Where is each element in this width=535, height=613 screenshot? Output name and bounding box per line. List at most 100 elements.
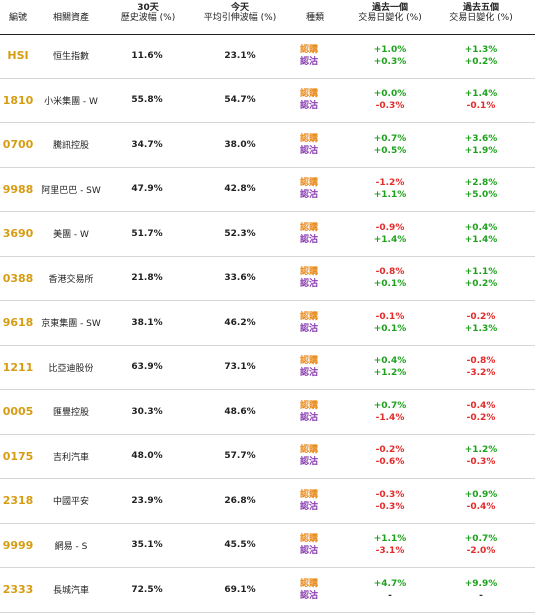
warrant-types: 認購 認沽 xyxy=(300,355,330,379)
change-1d-call: -0.2% xyxy=(375,445,405,456)
change-5d-call: +9.9% xyxy=(464,578,498,589)
change-5d: +0.9% -0.4% xyxy=(458,489,504,513)
table-row: 0175 吉利汽車 48.0% 57.7% 認購 認沽 -0.2% -0.6% +1.2% -0.… xyxy=(0,435,535,479)
warrant-types: 認購 認沽 xyxy=(300,266,330,290)
asset-code: 9999 xyxy=(2,538,34,552)
impl-vol: 69.1% xyxy=(224,584,256,595)
type-put: 認沽 xyxy=(300,501,319,512)
table-row: 9618 京東集團 - SW 38.1% 46.2% 認購 認沽 -0.1% +0.1% -0.… xyxy=(0,301,535,346)
change-1d-put: +0.3% xyxy=(373,56,407,67)
change-1d-put: -0.6% xyxy=(375,457,405,468)
asset-name: 香港交易所 xyxy=(48,274,94,285)
asset-name: 京東集團 - SW xyxy=(41,319,101,330)
header-code: 編號 xyxy=(8,13,27,23)
warrant-types: 認購 認沽 xyxy=(300,311,330,335)
change-1d: -0.2% -0.6% xyxy=(367,444,413,468)
asset-code: 9618 xyxy=(2,316,34,330)
type-call: 認購 xyxy=(300,356,319,367)
change-1d-call: -0.8% xyxy=(375,267,405,278)
asset-name: 小米集團 - W xyxy=(44,96,98,107)
type-call: 認購 xyxy=(300,44,319,55)
hist-vol: 21.8% xyxy=(131,273,163,284)
table-row: 0388 香港交易所 21.8% 33.6% 認購 認沽 -0.8% +0.1% +1.1% +0… xyxy=(0,257,535,301)
type-put: 認沽 xyxy=(300,101,319,112)
type-call: 認購 xyxy=(300,578,319,589)
change-1d-call: -0.1% xyxy=(375,311,405,322)
hist-vol: 34.7% xyxy=(131,139,163,150)
table-row: 9988 阿里巴巴 - SW 47.9% 42.8% 認購 認沽 -1.2% +1.1% +2.… xyxy=(0,168,535,212)
asset-name: 吉利汽車 xyxy=(52,452,89,463)
type-call: 認購 xyxy=(300,222,319,233)
table-row: 2318 中國平安 23.9% 26.8% 認購 認沽 -0.3% -0.3% +0.9% -0.… xyxy=(0,479,535,524)
change-5d: +9.9% - xyxy=(458,578,504,602)
asset-code: 1810 xyxy=(2,93,34,107)
asset-code: 0388 xyxy=(2,271,34,285)
asset-code: 0700 xyxy=(2,138,34,152)
impl-vol: 48.6% xyxy=(224,406,256,417)
hist-vol: 23.9% xyxy=(131,495,163,506)
warrant-types: 認購 認沽 xyxy=(300,133,330,157)
header-impl-vol: 今天 平均引伸波幅 (%) xyxy=(203,3,277,23)
asset-name: 騰訊控股 xyxy=(52,141,89,152)
change-5d-put: +1.4% xyxy=(464,234,498,245)
change-5d: +1.1% +0.2% xyxy=(458,266,504,290)
header-asset: 相關資產 xyxy=(52,13,89,23)
change-1d: +1.0% +0.3% xyxy=(367,44,413,68)
change-5d-put: +0.2% xyxy=(464,279,498,290)
change-5d: +1.3% +0.2% xyxy=(458,44,504,68)
change-5d: -0.2% +1.3% xyxy=(458,311,504,335)
change-5d: +0.4% +1.4% xyxy=(458,222,504,246)
change-1d: -0.1% +0.1% xyxy=(367,311,413,335)
asset-name: 恒生指數 xyxy=(52,52,89,63)
change-1d-put: -0.3% xyxy=(375,501,405,512)
change-5d: +1.2% -0.3% xyxy=(458,444,504,468)
header-hist-vol: 30天 歷史波幅 (%) xyxy=(120,3,176,23)
warrant-types: 認購 認沽 xyxy=(300,88,330,112)
change-5d: +2.8% +5.0% xyxy=(458,177,504,201)
impl-vol: 52.3% xyxy=(224,228,256,239)
type-call: 認購 xyxy=(300,178,319,189)
change-5d-put: -0.2% xyxy=(466,412,496,423)
asset-code: 2318 xyxy=(2,494,34,508)
change-1d-put: -0.3% xyxy=(375,101,405,112)
type-put: 認沽 xyxy=(300,190,319,201)
asset-code: 2333 xyxy=(2,583,34,597)
change-1d-call: +0.7% xyxy=(373,400,407,411)
change-1d-put: +1.1% xyxy=(373,190,407,201)
change-5d: -0.8% -3.2% xyxy=(458,355,504,379)
change-1d-put: -3.1% xyxy=(375,546,405,557)
type-call: 認購 xyxy=(300,311,319,322)
change-1d: +4.7% - xyxy=(367,578,413,602)
table-row: 3690 美團 - W 51.7% 52.3% 認購 認沽 -0.9% +1.4% +0.4% +… xyxy=(0,212,535,257)
type-put: 認沽 xyxy=(300,145,319,156)
type-put: 認沽 xyxy=(300,56,319,67)
type-call: 認購 xyxy=(300,400,319,411)
change-1d-put: +0.5% xyxy=(373,145,407,156)
hist-vol: 51.7% xyxy=(131,228,163,239)
type-call: 認購 xyxy=(300,445,319,456)
change-5d-call: +1.2% xyxy=(464,445,498,456)
table-header: 編號 相關資產 30天 歷史波幅 (%) 今天 平均引伸波幅 (%) 種類 過去一個… xyxy=(0,0,535,35)
warrant-types: 認購 認沽 xyxy=(300,400,330,424)
asset-name: 匯豐控股 xyxy=(52,408,89,419)
change-1d: +0.7% -1.4% xyxy=(367,400,413,424)
change-5d: +0.7% -2.0% xyxy=(458,533,504,557)
type-put: 認沽 xyxy=(300,546,319,557)
asset-code: 0175 xyxy=(2,449,34,463)
table-row: 1211 比亞迪股份 63.9% 73.1% 認購 認沽 +0.4% +1.2% -0.8% -3… xyxy=(0,346,535,390)
change-1d-call: -1.2% xyxy=(375,178,405,189)
change-5d-put: +5.0% xyxy=(464,190,498,201)
change-1d-put: - xyxy=(388,590,392,601)
change-5d-call: +2.8% xyxy=(464,178,498,189)
change-1d: +1.1% -3.1% xyxy=(367,533,413,557)
change-5d-call: +0.7% xyxy=(464,534,498,545)
asset-code: HSI xyxy=(7,49,29,63)
change-1d-call: -0.9% xyxy=(375,222,405,233)
hist-vol: 72.5% xyxy=(131,584,163,595)
type-call: 認購 xyxy=(300,267,319,278)
type-put: 認沽 xyxy=(300,457,319,468)
type-put: 認沽 xyxy=(300,279,319,290)
type-call: 認購 xyxy=(300,89,319,100)
impl-vol: 38.0% xyxy=(224,139,256,150)
